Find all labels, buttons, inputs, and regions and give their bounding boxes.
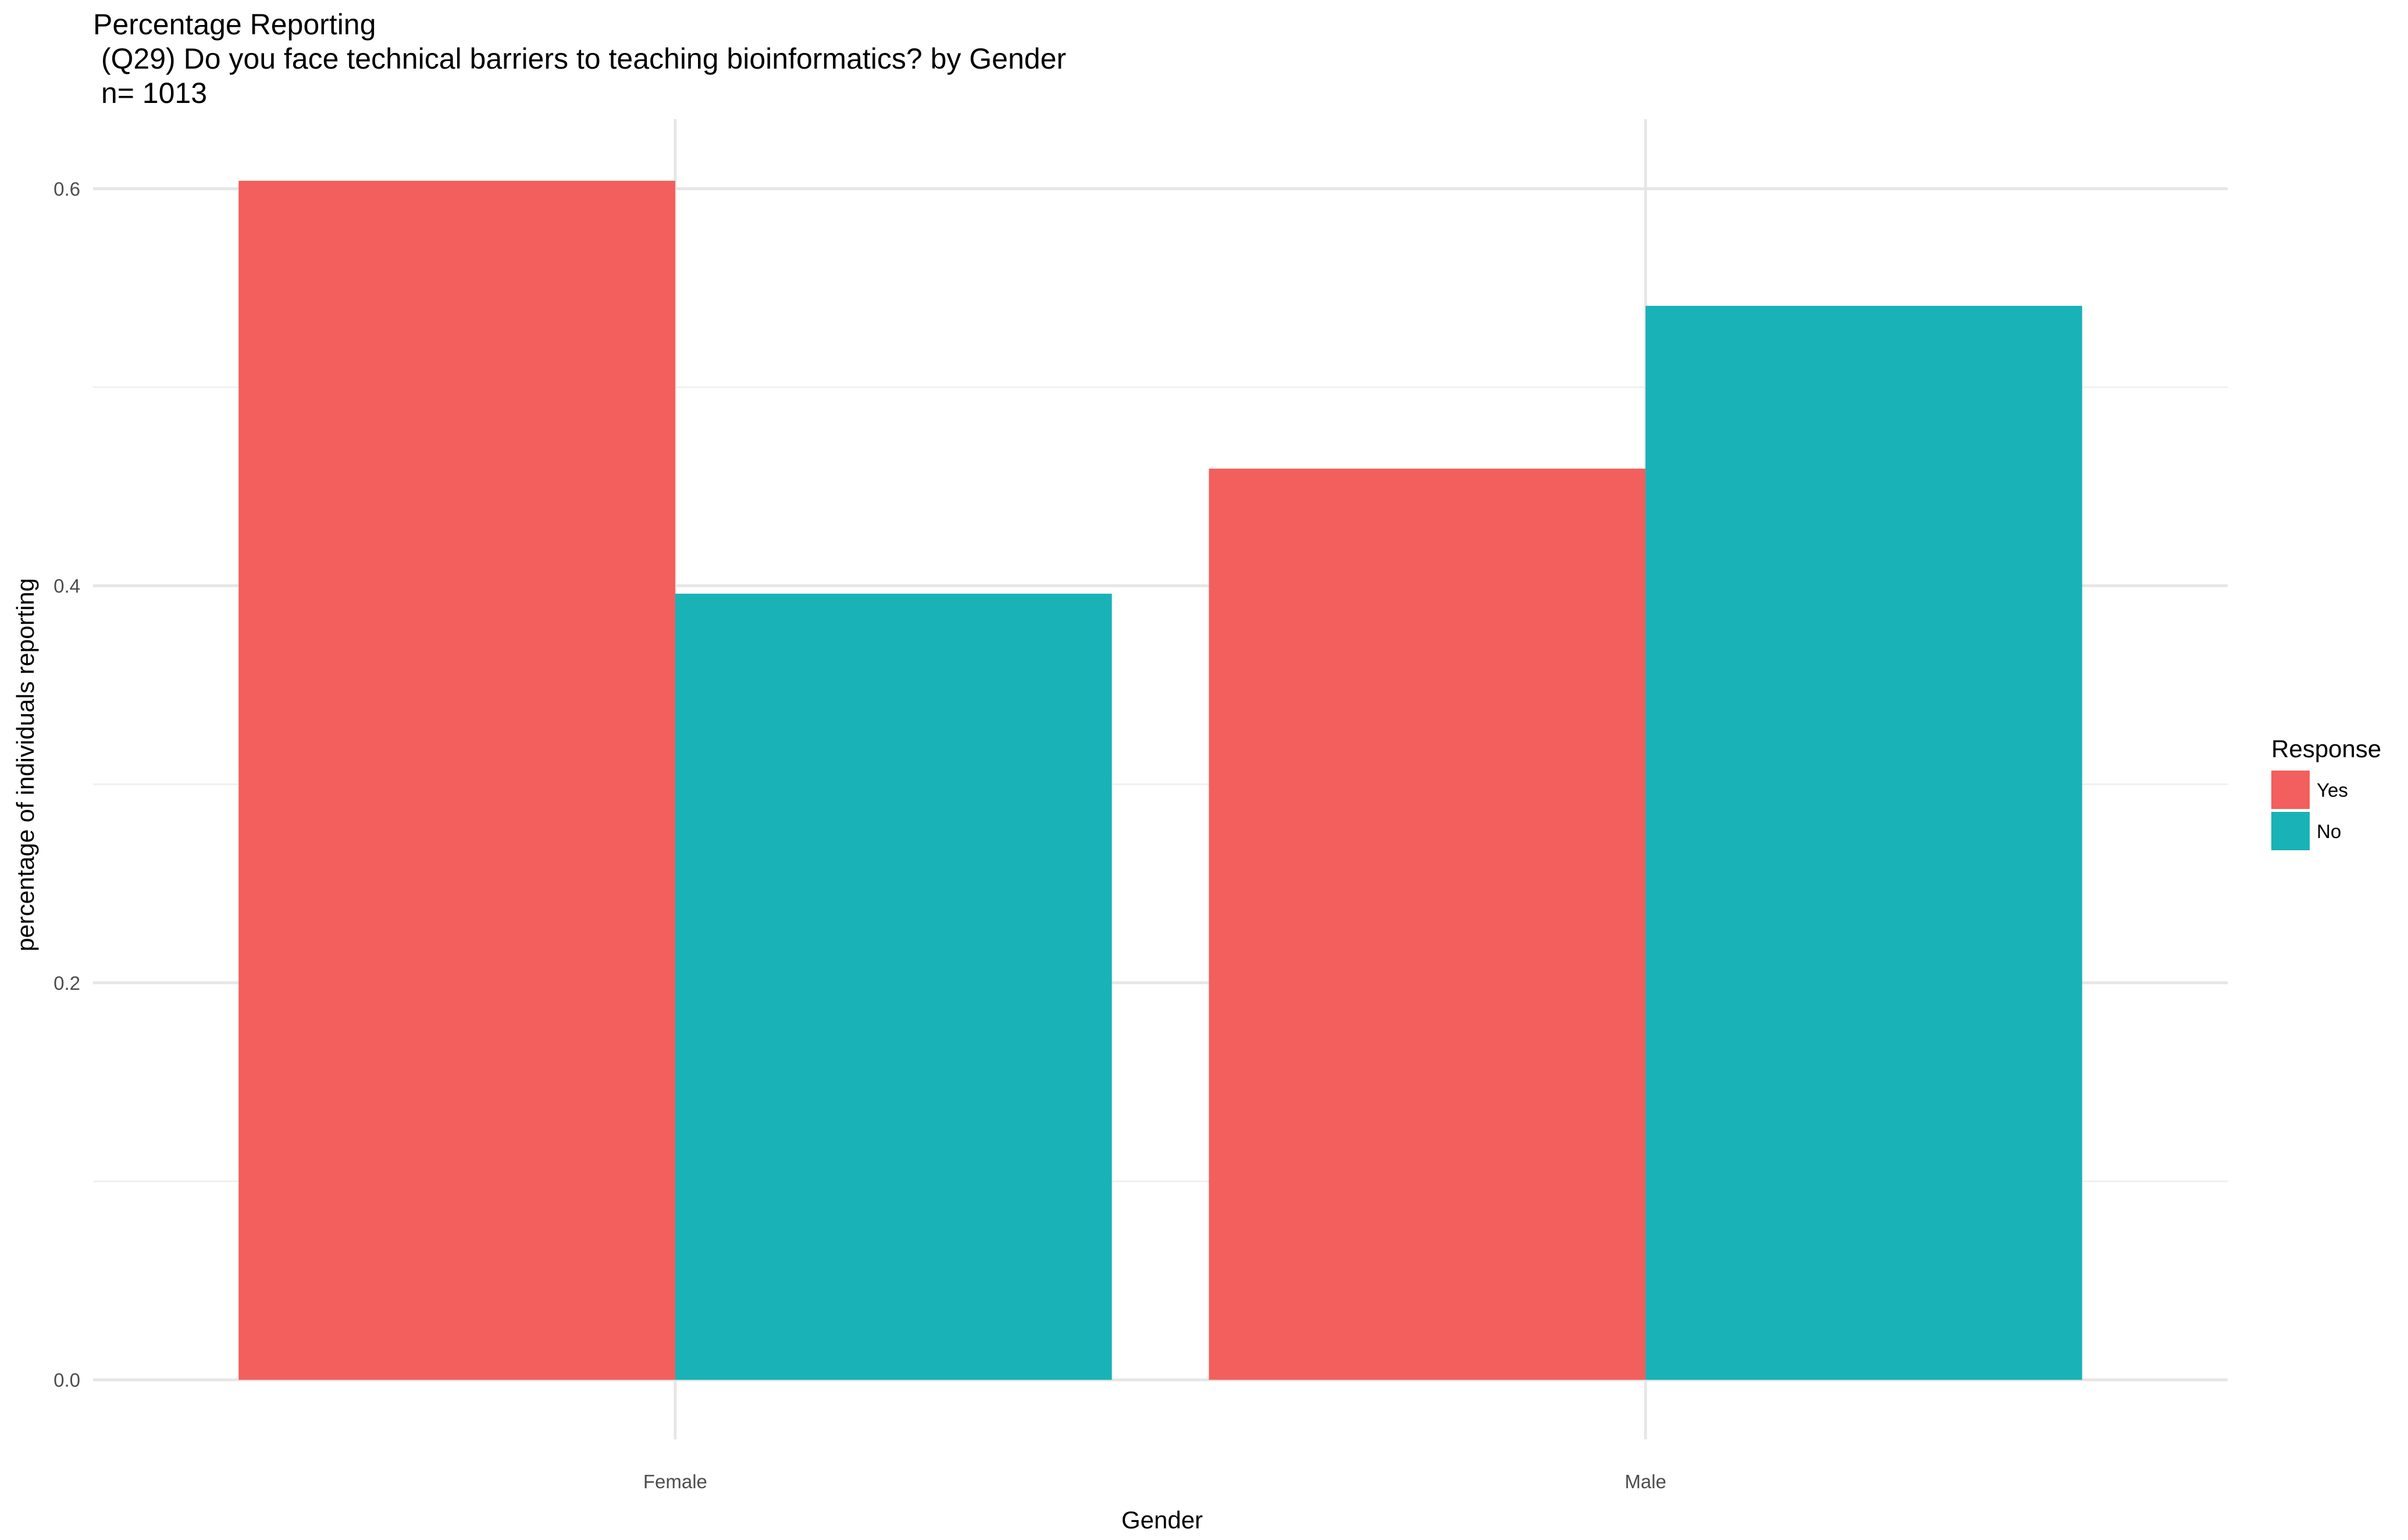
y-tick-label-3: 0.6 — [54, 178, 80, 199]
legend-label-yes: Yes — [2317, 779, 2348, 801]
y-axis-label: percentage of individuals reporting — [12, 578, 39, 951]
legend-title: Response — [2271, 735, 2381, 762]
bar-male-no — [1645, 305, 2082, 1380]
legend-label-no: No — [2317, 821, 2341, 842]
y-tick-label-0: 0.0 — [54, 1370, 80, 1391]
chart-title: Percentage Reporting (Q29) Do you face t… — [93, 8, 1066, 109]
legend-items: Yes No — [2271, 771, 2348, 850]
x-tick-label-female: Female — [643, 1471, 707, 1492]
legend-key-yes — [2271, 771, 2310, 809]
y-tick-label-2: 0.4 — [54, 575, 80, 597]
x-axis-ticks: Female Male — [643, 1471, 1666, 1492]
legend-key-no — [2271, 812, 2310, 850]
chart-title-line-3: n= 1013 — [93, 77, 207, 109]
bar-female-yes — [238, 180, 675, 1380]
y-axis-ticks: 0.0 0.2 0.4 0.6 — [54, 178, 80, 1391]
chart-title-line-1: Percentage Reporting — [93, 8, 376, 41]
bar-male-yes — [1209, 468, 1646, 1380]
y-tick-label-1: 0.2 — [54, 972, 80, 994]
legend: Response Yes No — [2271, 735, 2381, 850]
chart-title-line-2: (Q29) Do you face technical barriers to … — [93, 42, 1066, 75]
x-tick-label-male: Male — [1625, 1471, 1666, 1492]
x-axis-label: Gender — [1121, 1506, 1203, 1534]
bar-female-no — [675, 593, 1112, 1380]
bars — [238, 180, 2082, 1380]
